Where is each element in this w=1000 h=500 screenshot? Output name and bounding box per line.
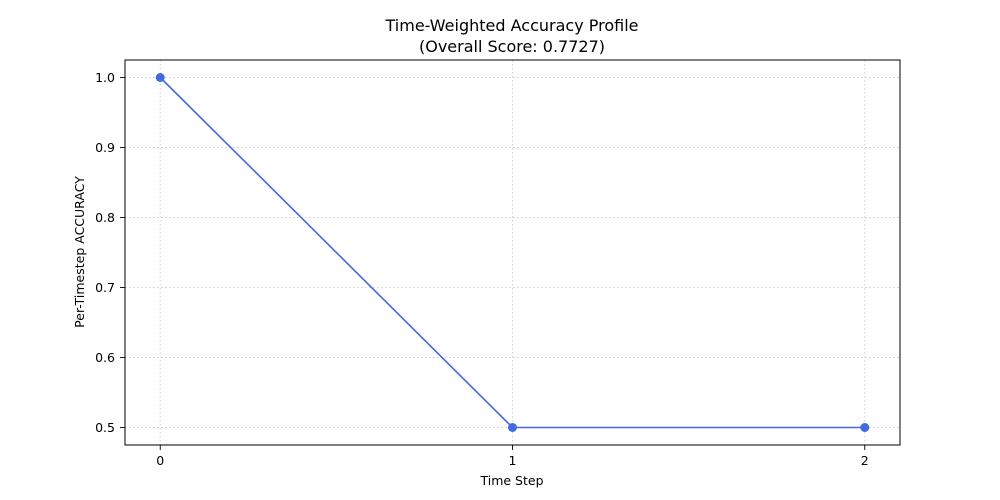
x-tick-label: 1 — [509, 453, 517, 468]
y-axis-label: Per-Timestep ACCURACY — [72, 176, 87, 328]
chart-subtitle: (Overall Score: 0.7727) — [419, 37, 605, 56]
axis-ticks: 0 1 2 0.5 0.6 0.7 0.8 0.9 1.0 — [95, 70, 869, 468]
y-tick-label: 0.7 — [95, 280, 115, 295]
chart-title: Time-Weighted Accuracy Profile — [385, 16, 639, 35]
y-tick-label: 0.9 — [95, 140, 115, 155]
y-tick-label: 1.0 — [95, 70, 115, 85]
data-point — [508, 423, 517, 432]
data-point — [860, 423, 870, 432]
x-tick-label: 2 — [861, 453, 869, 468]
data-point — [155, 73, 165, 82]
x-tick-label: 0 — [156, 453, 164, 468]
grid-lines — [125, 60, 900, 445]
series-layer — [155, 73, 870, 432]
x-axis-label: Time Step — [479, 473, 543, 488]
y-tick-label: 0.5 — [95, 420, 115, 435]
y-tick-label: 0.6 — [95, 350, 115, 365]
y-tick-label: 0.8 — [95, 210, 115, 225]
